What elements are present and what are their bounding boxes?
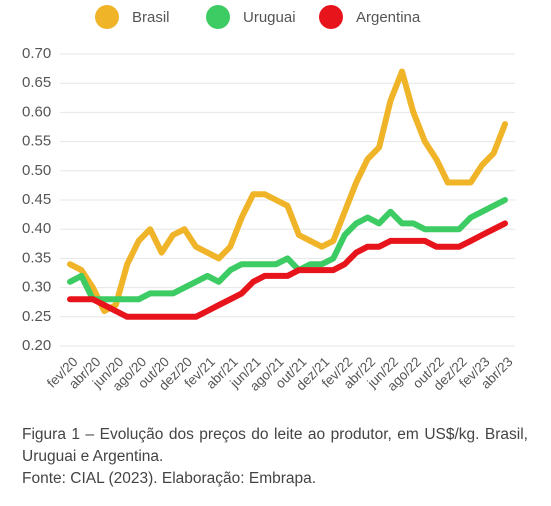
legend-label: Brasil — [132, 9, 170, 26]
y-tick-label: 0.40 — [22, 220, 51, 237]
caption: Figura 1 – Evolução dos preços do leite … — [22, 424, 528, 490]
y-tick-label: 0.45 — [22, 191, 51, 208]
y-tick-label: 0.60 — [22, 103, 51, 120]
y-tick-label: 0.70 — [22, 45, 51, 62]
caption-title: Figura 1 – Evolução dos preços do leite … — [22, 426, 528, 465]
y-tick-label: 0.65 — [22, 74, 51, 91]
series-line — [67, 197, 508, 303]
legend-label: Argentina — [356, 9, 421, 26]
y-tick-label: 0.25 — [22, 308, 51, 325]
legend-swatch — [95, 5, 119, 29]
chart: 0.20 0.25 0.30 0.35 0.40 0.45 0.50 0.55 0.60 0.65… — [22, 5, 516, 394]
legend-label: Uruguai — [243, 9, 296, 26]
legend-swatch — [319, 5, 343, 29]
series-line — [67, 68, 508, 314]
series-line — [67, 220, 508, 320]
caption-source: Fonte: CIAL (2023). Elaboração: Embrapa. — [22, 470, 317, 487]
legend-swatch — [206, 5, 230, 29]
y-tick-label: 0.20 — [22, 337, 51, 354]
y-tick-label: 0.30 — [22, 279, 51, 296]
y-tick-label: 0.55 — [22, 133, 51, 150]
y-tick-label: 0.35 — [22, 249, 51, 266]
y-tick-label: 0.50 — [22, 162, 51, 179]
